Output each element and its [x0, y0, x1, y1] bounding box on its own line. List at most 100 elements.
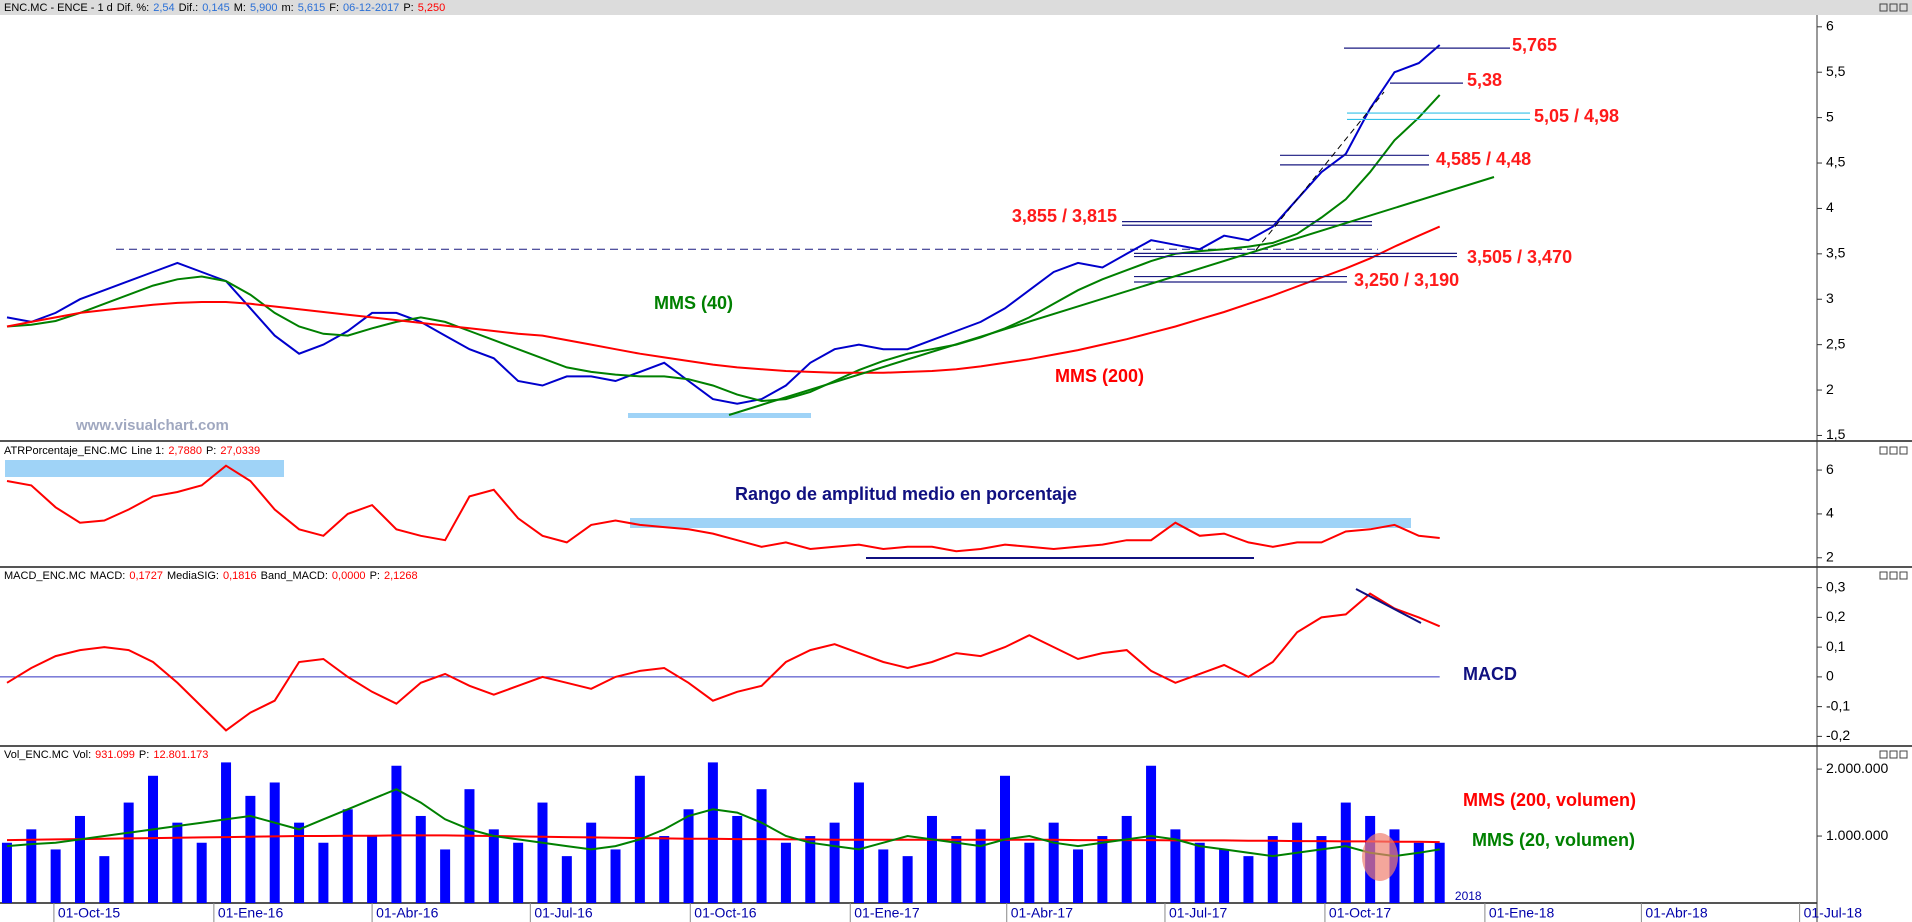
volume-bar	[1194, 842, 1205, 903]
x-tick-label: 01-Abr-17	[1011, 905, 1073, 921]
volume-bar	[659, 836, 670, 903]
volume-bar	[853, 782, 864, 903]
info-part: 06-12-2017	[343, 2, 399, 14]
y-tick-label: 4,5	[1826, 154, 1846, 170]
level-label: 4,585 / 4,48	[1436, 149, 1531, 169]
volume-bar	[464, 789, 475, 903]
window-button	[1879, 571, 1888, 580]
y-tick-label: 0,1	[1826, 638, 1846, 654]
x-tick-label: 01-Ene-18	[1489, 905, 1555, 921]
info-part: 27,0339	[220, 445, 260, 457]
y-tick-label: 0,3	[1826, 578, 1846, 594]
volume-bar	[1340, 802, 1351, 903]
info-part: 2,54	[153, 2, 174, 14]
info-part: P:	[139, 749, 149, 761]
info-part: Line 1:	[131, 445, 164, 457]
volume-bar	[440, 849, 451, 903]
level-label: 5,765	[1512, 35, 1557, 55]
info-part: 5,615	[298, 2, 326, 14]
y-tick-label: 4	[1826, 199, 1834, 215]
volume-bar	[1073, 849, 1084, 903]
x-tick-label: 01-Ene-16	[218, 905, 284, 921]
series-label: MMS (200)	[1055, 366, 1144, 386]
volume-bar	[1413, 842, 1424, 903]
volume-bar	[172, 822, 183, 903]
annotation: Rango de amplitud medio en porcentaje	[735, 484, 1077, 504]
volume-bar	[342, 809, 353, 903]
volume-bar	[1121, 815, 1132, 903]
panel-info: MACD_ENC.MC MACD: 0,1727 MediaSIG: 0,1816 Ban…	[4, 570, 418, 582]
volume-bar	[537, 802, 548, 903]
volume-bar	[683, 809, 694, 903]
volume-bar	[610, 849, 621, 903]
y-tick-label: -0,1	[1826, 697, 1850, 713]
volume-bar	[269, 782, 280, 903]
info-part: P:	[370, 570, 380, 582]
volume-bar	[1267, 836, 1278, 903]
volume-bar	[367, 836, 378, 903]
info-part: F:	[329, 2, 339, 14]
info-part: Dif.:	[179, 2, 199, 14]
volume-bar	[488, 829, 499, 903]
volume-bar	[707, 762, 718, 903]
volume-bar	[1243, 856, 1254, 903]
volume-bar	[561, 856, 572, 903]
x-tick-label: 01-Oct-15	[58, 905, 120, 921]
y-tick-label: 6	[1826, 461, 1834, 477]
volume-bar	[318, 842, 329, 903]
volume-bar	[513, 842, 524, 903]
window-button	[1899, 3, 1908, 12]
series-line	[6, 225, 1441, 374]
volume-bar	[1170, 829, 1181, 903]
series-line	[6, 592, 1441, 732]
window-button	[1899, 750, 1908, 759]
volume-bar	[1219, 849, 1230, 903]
y-tick-label: 6	[1826, 18, 1834, 34]
info-part: 0,1816	[223, 570, 257, 582]
volume-bar	[245, 795, 256, 903]
volume-bar	[1146, 765, 1157, 903]
y-tick-label: 2,5	[1826, 335, 1846, 351]
atr-highlight	[630, 518, 1411, 528]
level-label: 3,505 / 3,470	[1467, 247, 1572, 267]
x-tick-label: 01-Abr-18	[1645, 905, 1707, 921]
volume-bar	[1434, 842, 1445, 903]
window-button	[1889, 750, 1898, 759]
level-label: 5,05 / 4,98	[1534, 106, 1619, 126]
window-button	[1879, 446, 1888, 455]
series-label: MMS (200, volumen)	[1463, 790, 1636, 810]
info-part: m:	[281, 2, 293, 14]
info-part: 12.801.173	[153, 749, 208, 761]
x-tick-label: 01-Jul-17	[1169, 905, 1228, 921]
panel-info: ATRPorcentaje_ENC.MC Line 1: 2,7880 P: 27,03…	[4, 445, 260, 457]
level-label: 3,855 / 3,815	[1012, 206, 1117, 226]
volume-bar	[221, 762, 232, 903]
volume-bar	[99, 856, 110, 903]
watermark: www.visualchart.com	[75, 417, 229, 434]
volume-bar	[902, 856, 913, 903]
panel-info: Vol_ENC.MC Vol: 931.099 P: 12.801.173	[4, 749, 208, 761]
trend-line	[1355, 588, 1422, 624]
y-tick-label: 1.000.000	[1826, 827, 1888, 843]
info-part: P:	[206, 445, 216, 457]
trend-line	[1255, 91, 1385, 251]
marks	[0, 44, 1530, 903]
info-part: ENC.MC - ENCE - 1 d	[4, 2, 113, 14]
volume-highlight	[1362, 833, 1398, 881]
series-line	[6, 788, 1440, 858]
info-part: 0,0000	[332, 570, 366, 582]
level-label: 3,250 / 3,190	[1354, 270, 1459, 290]
volume-bar	[780, 842, 791, 903]
volume-bar	[951, 836, 962, 903]
level-label: 5,38	[1467, 70, 1502, 90]
volume-bar	[878, 849, 889, 903]
volume-bar	[294, 822, 305, 903]
info-part: M:	[234, 2, 246, 14]
volume-bar	[415, 815, 426, 903]
volume-bar	[926, 815, 937, 903]
info-part: 2,7880	[168, 445, 202, 457]
y-tick-label: 1,5	[1826, 426, 1846, 442]
info-part: MACD_ENC.MC	[4, 570, 86, 582]
window-button	[1899, 446, 1908, 455]
